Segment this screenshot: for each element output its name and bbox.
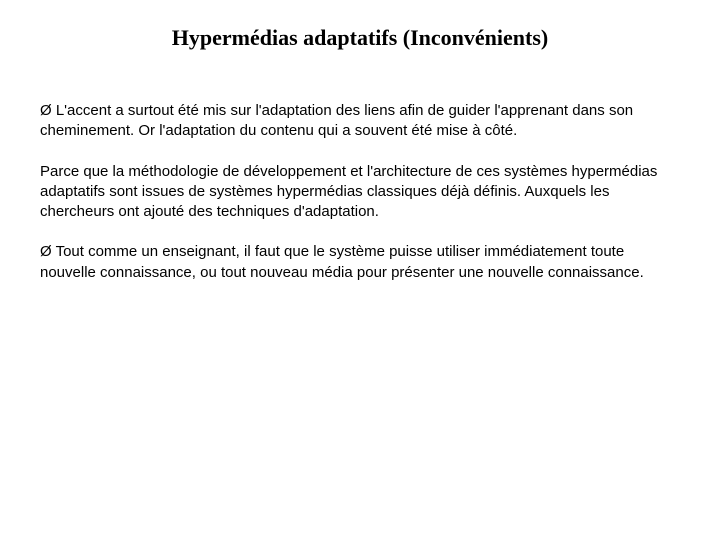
paragraph-2: Parce que la méthodologie de développeme… bbox=[40, 162, 680, 223]
paragraph-3: Ø Tout comme un enseignant, il faut que … bbox=[40, 242, 680, 283]
slide-title: Hypermédias adaptatifs (Inconvénients) bbox=[40, 25, 680, 51]
paragraph-1: Ø L'accent a surtout été mis sur l'adapt… bbox=[40, 101, 680, 142]
